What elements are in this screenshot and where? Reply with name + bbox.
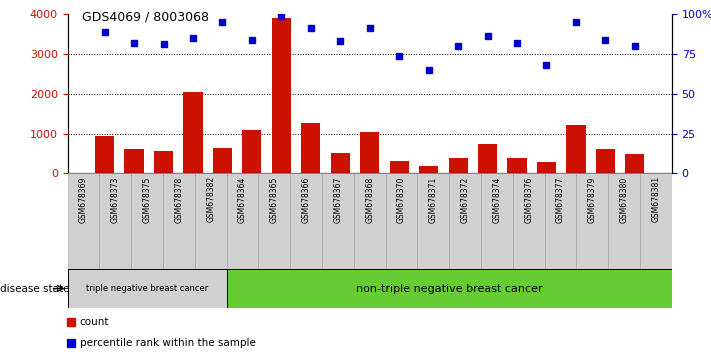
Text: percentile rank within the sample: percentile rank within the sample (80, 338, 255, 348)
Bar (154, 151, 173, 173)
Bar (478, 144, 497, 173)
Text: GSM678366: GSM678366 (301, 176, 311, 223)
Bar (625, 154, 644, 173)
Bar (449, 158, 468, 173)
Bar (417, 173, 449, 269)
Text: disease state: disease state (0, 284, 70, 293)
Bar (513, 173, 545, 269)
Bar (449, 173, 481, 269)
Text: non-triple negative breast cancer: non-triple negative breast cancer (356, 284, 542, 293)
Bar (567, 125, 585, 173)
Bar (163, 173, 195, 269)
Text: GSM678367: GSM678367 (333, 176, 343, 223)
Bar (508, 158, 527, 173)
Bar (419, 166, 438, 173)
Bar (183, 92, 203, 173)
Text: GSM678370: GSM678370 (397, 176, 406, 223)
Bar (242, 130, 262, 173)
Bar (537, 162, 556, 173)
Bar (577, 173, 609, 269)
Bar (227, 269, 672, 308)
Text: triple negative breast cancer: triple negative breast cancer (86, 284, 208, 293)
Bar (213, 148, 232, 173)
Text: GSM678382: GSM678382 (206, 176, 215, 222)
Bar (290, 173, 322, 269)
Bar (195, 173, 227, 269)
Text: GSM678379: GSM678379 (588, 176, 597, 223)
Text: GSM678368: GSM678368 (365, 176, 374, 223)
Bar (640, 173, 672, 269)
Text: count: count (80, 317, 109, 327)
Text: GSM678380: GSM678380 (620, 176, 629, 223)
Bar (481, 173, 513, 269)
Text: GSM678377: GSM678377 (556, 176, 565, 223)
Text: GSM678365: GSM678365 (269, 176, 279, 223)
Bar (124, 149, 144, 173)
Bar (390, 161, 409, 173)
Text: GSM678375: GSM678375 (143, 176, 151, 223)
Text: GSM678371: GSM678371 (429, 176, 438, 223)
Bar (354, 173, 385, 269)
Bar (545, 173, 577, 269)
Bar (68, 269, 227, 308)
Text: GSM678374: GSM678374 (493, 176, 501, 223)
Text: GSM678381: GSM678381 (651, 176, 661, 222)
Bar (227, 173, 258, 269)
Text: GSM678378: GSM678378 (174, 176, 183, 223)
Text: GSM678369: GSM678369 (79, 176, 88, 223)
Text: GDS4069 / 8003068: GDS4069 / 8003068 (82, 11, 209, 24)
Text: GSM678376: GSM678376 (524, 176, 533, 223)
Text: GSM678372: GSM678372 (461, 176, 470, 223)
Bar (385, 173, 417, 269)
Bar (596, 149, 615, 173)
Bar (331, 153, 350, 173)
Bar (301, 123, 321, 173)
Bar (272, 18, 291, 173)
Bar (360, 132, 379, 173)
Text: GSM678373: GSM678373 (111, 176, 119, 223)
Text: GSM678364: GSM678364 (238, 176, 247, 223)
Bar (131, 173, 163, 269)
Bar (609, 173, 640, 269)
Bar (258, 173, 290, 269)
Bar (68, 173, 100, 269)
Bar (95, 136, 114, 173)
Bar (322, 173, 354, 269)
Bar (100, 173, 131, 269)
